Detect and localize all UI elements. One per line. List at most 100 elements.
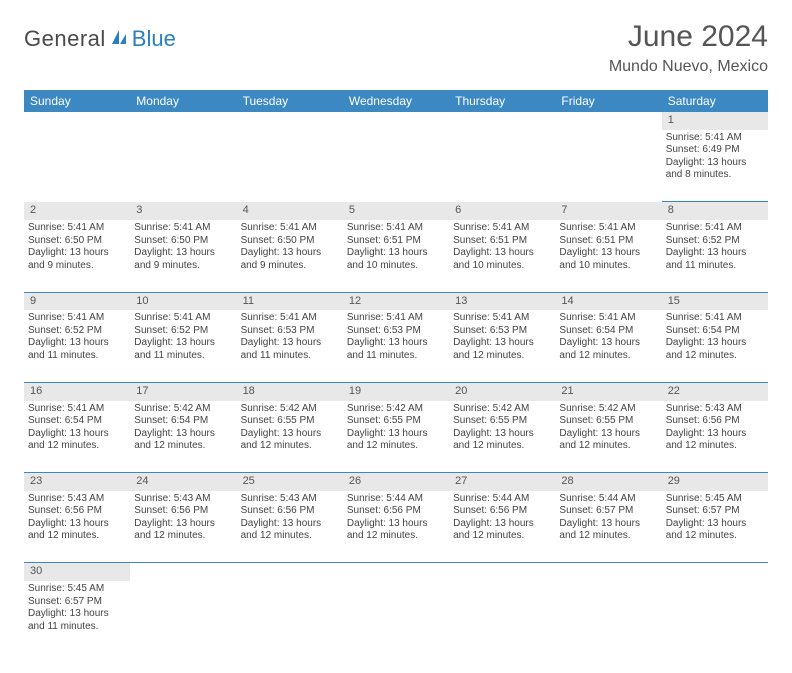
calendar-cell: Sunrise: 5:41 AMSunset: 6:50 PMDaylight:… bbox=[24, 220, 130, 292]
day-number bbox=[237, 112, 343, 130]
day-number: 29 bbox=[662, 473, 768, 491]
calendar-week-row: Sunrise: 5:41 AMSunset: 6:50 PMDaylight:… bbox=[24, 220, 768, 292]
dl1-text: Daylight: 13 hours bbox=[559, 518, 657, 531]
dl1-text: Daylight: 13 hours bbox=[559, 247, 657, 260]
calendar-cell: Sunrise: 5:41 AMSunset: 6:51 PMDaylight:… bbox=[343, 220, 449, 292]
dl1-text: Daylight: 13 hours bbox=[666, 518, 764, 531]
dl1-text: Daylight: 13 hours bbox=[28, 428, 126, 441]
dl1-text: Daylight: 13 hours bbox=[134, 337, 232, 350]
day-number: 23 bbox=[24, 473, 130, 491]
calendar-cell bbox=[130, 581, 236, 653]
day-number: 30 bbox=[24, 563, 130, 581]
calendar-table: Sunday Monday Tuesday Wednesday Thursday… bbox=[24, 90, 768, 653]
dl1-text: Daylight: 13 hours bbox=[134, 518, 232, 531]
calendar-cell: Sunrise: 5:42 AMSunset: 6:55 PMDaylight:… bbox=[449, 401, 555, 473]
day-number: 25 bbox=[237, 473, 343, 491]
calendar-week-row: Sunrise: 5:41 AMSunset: 6:52 PMDaylight:… bbox=[24, 310, 768, 382]
daynum-row: 9101112131415 bbox=[24, 292, 768, 310]
calendar-cell: Sunrise: 5:42 AMSunset: 6:55 PMDaylight:… bbox=[555, 401, 661, 473]
calendar-cell: Sunrise: 5:41 AMSunset: 6:53 PMDaylight:… bbox=[343, 310, 449, 382]
calendar-cell: Sunrise: 5:45 AMSunset: 6:57 PMDaylight:… bbox=[662, 491, 768, 563]
dl2-text: and 12 minutes. bbox=[666, 530, 764, 543]
dl2-text: and 11 minutes. bbox=[241, 350, 339, 363]
col-monday: Monday bbox=[130, 90, 236, 112]
dl2-text: and 12 minutes. bbox=[241, 440, 339, 453]
dl1-text: Daylight: 13 hours bbox=[347, 247, 445, 260]
calendar-cell: Sunrise: 5:41 AMSunset: 6:54 PMDaylight:… bbox=[555, 310, 661, 382]
dl2-text: and 12 minutes. bbox=[453, 530, 551, 543]
day-number bbox=[130, 563, 236, 581]
sunset-text: Sunset: 6:57 PM bbox=[28, 596, 126, 609]
calendar-cell: Sunrise: 5:41 AMSunset: 6:54 PMDaylight:… bbox=[24, 401, 130, 473]
sunrise-text: Sunrise: 5:42 AM bbox=[134, 403, 232, 416]
dl1-text: Daylight: 13 hours bbox=[559, 428, 657, 441]
col-tuesday: Tuesday bbox=[237, 90, 343, 112]
dl1-text: Daylight: 13 hours bbox=[559, 337, 657, 350]
dl1-text: Daylight: 13 hours bbox=[134, 247, 232, 260]
sunset-text: Sunset: 6:55 PM bbox=[241, 415, 339, 428]
dl2-text: and 10 minutes. bbox=[347, 260, 445, 273]
day-number: 22 bbox=[662, 382, 768, 400]
day-header-row: Sunday Monday Tuesday Wednesday Thursday… bbox=[24, 90, 768, 112]
sunset-text: Sunset: 6:50 PM bbox=[134, 235, 232, 248]
sunrise-text: Sunrise: 5:41 AM bbox=[559, 222, 657, 235]
dl1-text: Daylight: 13 hours bbox=[241, 247, 339, 260]
sunrise-text: Sunrise: 5:41 AM bbox=[453, 312, 551, 325]
day-number bbox=[555, 112, 661, 130]
location-text: Mundo Nuevo, Mexico bbox=[609, 58, 768, 76]
calendar-cell bbox=[449, 130, 555, 202]
day-number: 2 bbox=[24, 202, 130, 220]
sunrise-text: Sunrise: 5:43 AM bbox=[28, 493, 126, 506]
sunset-text: Sunset: 6:52 PM bbox=[666, 235, 764, 248]
day-number: 15 bbox=[662, 292, 768, 310]
dl2-text: and 11 minutes. bbox=[347, 350, 445, 363]
dl2-text: and 12 minutes. bbox=[347, 530, 445, 543]
sunrise-text: Sunrise: 5:44 AM bbox=[559, 493, 657, 506]
sunrise-text: Sunrise: 5:41 AM bbox=[134, 312, 232, 325]
title-block: June 2024 Mundo Nuevo, Mexico bbox=[609, 20, 768, 78]
col-friday: Friday bbox=[555, 90, 661, 112]
sunrise-text: Sunrise: 5:41 AM bbox=[666, 132, 764, 145]
day-number bbox=[449, 563, 555, 581]
dl2-text: and 9 minutes. bbox=[241, 260, 339, 273]
dl1-text: Daylight: 13 hours bbox=[453, 247, 551, 260]
sunrise-text: Sunrise: 5:41 AM bbox=[666, 312, 764, 325]
calendar-cell bbox=[449, 581, 555, 653]
day-number bbox=[449, 112, 555, 130]
sunset-text: Sunset: 6:53 PM bbox=[453, 325, 551, 338]
dl2-text: and 11 minutes. bbox=[28, 621, 126, 634]
day-number: 12 bbox=[343, 292, 449, 310]
sunrise-text: Sunrise: 5:41 AM bbox=[666, 222, 764, 235]
calendar-cell: Sunrise: 5:41 AMSunset: 6:52 PMDaylight:… bbox=[130, 310, 236, 382]
dl2-text: and 9 minutes. bbox=[28, 260, 126, 273]
day-number bbox=[237, 563, 343, 581]
day-number: 1 bbox=[662, 112, 768, 130]
day-number: 24 bbox=[130, 473, 236, 491]
dl1-text: Daylight: 13 hours bbox=[241, 337, 339, 350]
dl2-text: and 11 minutes. bbox=[134, 350, 232, 363]
dl1-text: Daylight: 13 hours bbox=[347, 518, 445, 531]
daynum-row: 16171819202122 bbox=[24, 382, 768, 400]
dl1-text: Daylight: 13 hours bbox=[453, 518, 551, 531]
sunset-text: Sunset: 6:56 PM bbox=[134, 505, 232, 518]
calendar-cell bbox=[662, 581, 768, 653]
calendar-cell bbox=[343, 130, 449, 202]
daynum-row: 30 bbox=[24, 563, 768, 581]
calendar-cell: Sunrise: 5:45 AMSunset: 6:57 PMDaylight:… bbox=[24, 581, 130, 653]
sunset-text: Sunset: 6:55 PM bbox=[453, 415, 551, 428]
sunset-text: Sunset: 6:51 PM bbox=[347, 235, 445, 248]
sunset-text: Sunset: 6:52 PM bbox=[134, 325, 232, 338]
dl2-text: and 12 minutes. bbox=[134, 440, 232, 453]
dl2-text: and 12 minutes. bbox=[28, 440, 126, 453]
calendar-cell: Sunrise: 5:41 AMSunset: 6:50 PMDaylight:… bbox=[237, 220, 343, 292]
sunrise-text: Sunrise: 5:41 AM bbox=[28, 222, 126, 235]
header: General Blue June 2024 Mundo Nuevo, Mexi… bbox=[24, 20, 768, 78]
calendar-week-row: Sunrise: 5:45 AMSunset: 6:57 PMDaylight:… bbox=[24, 581, 768, 653]
calendar-cell: Sunrise: 5:43 AMSunset: 6:56 PMDaylight:… bbox=[130, 491, 236, 563]
sunset-text: Sunset: 6:54 PM bbox=[28, 415, 126, 428]
dl1-text: Daylight: 13 hours bbox=[347, 428, 445, 441]
dl1-text: Daylight: 13 hours bbox=[666, 337, 764, 350]
col-thursday: Thursday bbox=[449, 90, 555, 112]
day-number bbox=[24, 112, 130, 130]
sunset-text: Sunset: 6:49 PM bbox=[666, 144, 764, 157]
